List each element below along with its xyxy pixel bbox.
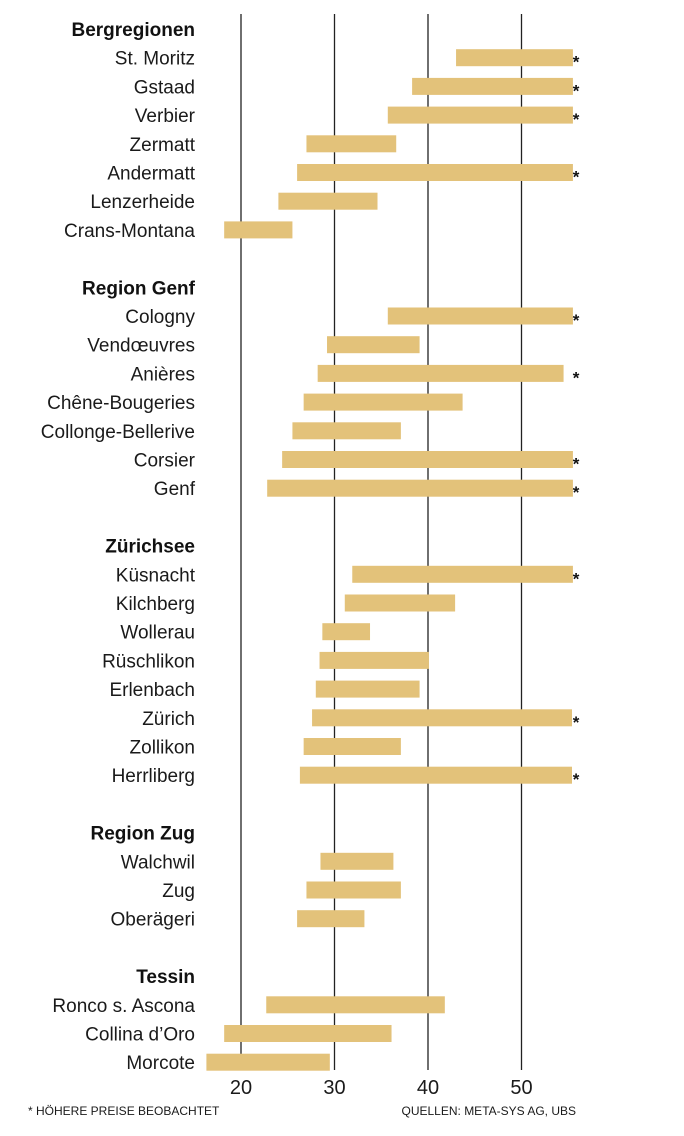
higher-price-marker: *: [573, 110, 580, 129]
row-label: Rüschlikon: [102, 651, 195, 672]
row-label: Wollerau: [120, 623, 195, 644]
x-tick-label: 30: [323, 1077, 345, 1099]
group-heading: Region Genf: [82, 278, 196, 299]
higher-price-marker: *: [573, 770, 580, 789]
row-label: Küsnacht: [116, 565, 196, 586]
x-tick-label: 50: [510, 1077, 532, 1099]
range-bar: [387, 106, 573, 124]
range-bar: [322, 623, 371, 641]
range-bar: [456, 49, 573, 67]
group-heading: Tessin: [136, 967, 195, 988]
x-tick-label: 40: [417, 1077, 439, 1099]
higher-price-marker: *: [573, 368, 580, 387]
range-bar: [412, 77, 573, 95]
range-bar: [297, 164, 573, 181]
range-bar: [299, 766, 572, 784]
x-tick-label: 20: [230, 1077, 252, 1099]
range-bar: [315, 680, 420, 698]
row-label: Lenzerheide: [90, 192, 195, 213]
row-label: Genf: [154, 479, 196, 500]
range-bar: [306, 135, 397, 153]
row-label: Gstaad: [134, 77, 195, 98]
row-label: Andermatt: [107, 164, 195, 185]
row-label: Oberägeri: [111, 910, 196, 931]
range-bar: [224, 221, 293, 239]
higher-price-marker: *: [573, 713, 580, 732]
higher-price-marker: *: [573, 311, 580, 330]
higher-price-marker: *: [573, 81, 580, 100]
row-label: Collonge-Bellerive: [41, 422, 195, 443]
group-heading: Bergregionen: [71, 20, 195, 41]
row-label: Kilchberg: [116, 594, 195, 615]
row-label: Verbier: [135, 106, 196, 127]
range-bar: [317, 364, 564, 382]
row-label: Herrliberg: [112, 766, 195, 787]
higher-price-marker: *: [573, 483, 580, 502]
range-bar: [267, 479, 573, 497]
range-bar: [278, 192, 378, 210]
range-bar: [224, 1025, 392, 1042]
range-bar: [312, 709, 572, 727]
range-bar: [327, 336, 420, 354]
higher-price-marker: *: [573, 455, 580, 474]
x-axis-ticks: 20 30 40 50: [230, 1077, 533, 1099]
higher-price-marker: *: [573, 569, 580, 588]
row-labels: Bergregionen St. Moritz * Gstaad * Verbier * Ze…: [41, 20, 580, 1074]
row-label: Zürich: [142, 709, 195, 730]
row-label: Corsier: [134, 451, 196, 472]
row-label: St. Moritz: [115, 49, 195, 70]
row-label: Vendœuvres: [87, 336, 195, 357]
range-bar: [266, 996, 445, 1014]
group-heading: Region Zug: [91, 824, 195, 845]
higher-price-marker: *: [573, 168, 580, 187]
range-bar: [297, 910, 365, 928]
range-bar: [320, 852, 394, 870]
row-label: Zug: [162, 881, 195, 902]
range-bar: [282, 451, 573, 468]
footnote: * HÖHERE PREISE BEOBACHTET: [28, 1104, 220, 1118]
row-label: Morcote: [126, 1053, 195, 1074]
range-bars: [206, 49, 573, 1071]
row-label: Erlenbach: [109, 680, 195, 701]
row-label: Chêne-Bougeries: [47, 393, 195, 414]
range-bar: [352, 565, 573, 583]
source-note: QUELLEN: META-SYS AG, UBS: [402, 1104, 577, 1118]
row-label: Collina d’Oro: [85, 1025, 195, 1046]
row-label: Ronco s. Ascona: [52, 996, 195, 1017]
range-bar: [306, 881, 401, 899]
row-label: Cologny: [125, 307, 195, 328]
range-bar: [387, 307, 573, 325]
row-label: Anières: [131, 364, 195, 385]
row-label: Crans-Montana: [64, 221, 195, 242]
row-label: Zollikon: [130, 738, 195, 759]
row-label: Zermatt: [130, 135, 196, 156]
higher-price-marker: *: [573, 53, 580, 72]
range-bar: [206, 1053, 330, 1071]
range-bar: [319, 651, 429, 669]
row-label: Walchwil: [121, 852, 195, 873]
range-bar: [292, 422, 401, 440]
group-heading: Zürichsee: [105, 537, 195, 558]
range-bar: [303, 738, 401, 755]
range-bar: [303, 393, 463, 411]
range-bar: [344, 594, 456, 612]
